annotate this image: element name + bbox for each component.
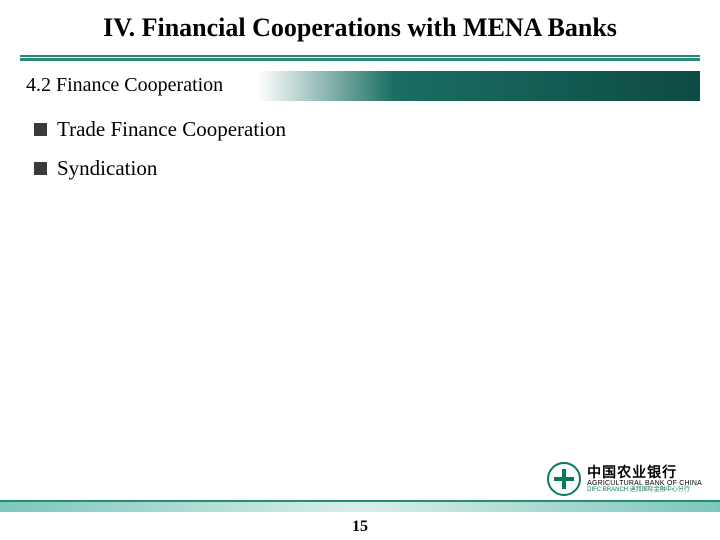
square-bullet-icon — [34, 162, 47, 175]
section-subtitle-bar: 4.2 Finance Cooperation — [20, 71, 700, 101]
bank-name-english: AGRICULTURAL BANK OF CHINA — [587, 480, 702, 487]
content-area: Trade Finance Cooperation Syndication — [0, 101, 720, 181]
footer-divider — [0, 500, 720, 512]
list-item: Syndication — [34, 156, 690, 181]
slide-title: IV. Financial Cooperations with MENA Ban… — [40, 12, 680, 45]
bank-name-chinese: 中国农业银行 — [587, 465, 702, 480]
bullet-text: Trade Finance Cooperation — [57, 117, 286, 142]
bank-branch: DIFC BRANCH 迪拜国际金融中心分行 — [587, 487, 702, 493]
bank-logo-icon — [547, 462, 581, 496]
page-number: 15 — [0, 518, 720, 536]
bank-logo-block: 中国农业银行 AGRICULTURAL BANK OF CHINA DIFC B… — [547, 462, 702, 496]
bullet-text: Syndication — [57, 156, 157, 181]
section-subtitle: 4.2 Finance Cooperation — [26, 74, 223, 97]
slide-title-area: IV. Financial Cooperations with MENA Ban… — [0, 0, 720, 51]
title-underline — [20, 55, 700, 61]
bank-logo-text: 中国农业银行 AGRICULTURAL BANK OF CHINA DIFC B… — [587, 465, 702, 493]
square-bullet-icon — [34, 123, 47, 136]
list-item: Trade Finance Cooperation — [34, 117, 690, 142]
